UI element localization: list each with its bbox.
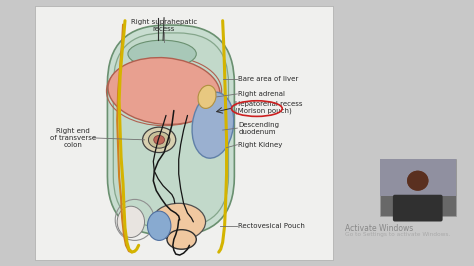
FancyBboxPatch shape <box>108 25 234 235</box>
Text: Descending
duodenum: Descending duodenum <box>238 122 279 135</box>
Ellipse shape <box>167 230 196 249</box>
Bar <box>380 159 456 216</box>
Text: Right end
of transverse
colon: Right end of transverse colon <box>50 128 96 148</box>
Text: Right adrenal: Right adrenal <box>238 91 285 97</box>
Ellipse shape <box>117 206 145 238</box>
Ellipse shape <box>148 131 170 148</box>
Ellipse shape <box>128 40 196 68</box>
Ellipse shape <box>198 85 216 109</box>
Text: Go to Settings to activate Windows.: Go to Settings to activate Windows. <box>345 232 450 237</box>
Text: Right Kidney: Right Kidney <box>238 142 283 148</box>
Ellipse shape <box>108 57 220 124</box>
Text: Rectovesical Pouch: Rectovesical Pouch <box>238 223 305 229</box>
Bar <box>35 6 333 260</box>
Ellipse shape <box>152 203 206 240</box>
Ellipse shape <box>407 171 428 191</box>
Text: Activate Windows: Activate Windows <box>345 224 413 233</box>
Ellipse shape <box>407 171 428 191</box>
Text: Bare area of liver: Bare area of liver <box>238 76 299 82</box>
FancyBboxPatch shape <box>393 195 443 222</box>
Ellipse shape <box>147 211 171 240</box>
Ellipse shape <box>143 127 176 152</box>
Text: Hepatorenal recess
(Morison pouch): Hepatorenal recess (Morison pouch) <box>236 101 303 114</box>
Text: Right suprahepatic
recess: Right suprahepatic recess <box>131 19 197 32</box>
Ellipse shape <box>192 92 234 158</box>
Ellipse shape <box>154 135 164 144</box>
Bar <box>380 159 456 196</box>
FancyBboxPatch shape <box>113 33 228 227</box>
